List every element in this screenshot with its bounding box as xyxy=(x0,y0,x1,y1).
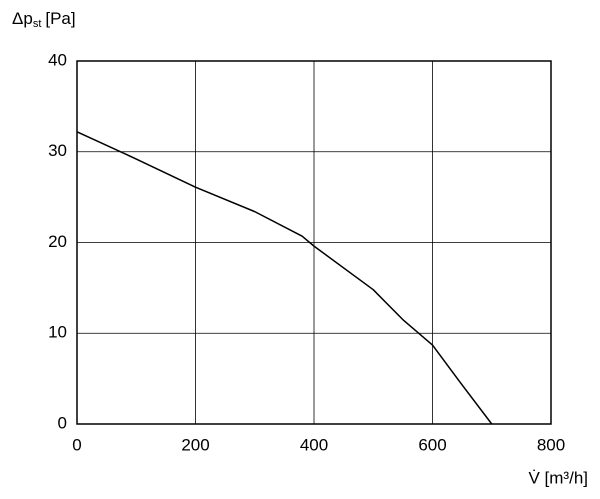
y-label-unit: [Pa] xyxy=(45,9,75,28)
x-tick-label: 800 xyxy=(537,435,565,454)
y-label-symbol: Δp xyxy=(12,9,33,28)
y-tick-label: 20 xyxy=(48,232,67,251)
y-tick-label: 40 xyxy=(48,50,67,69)
y-tick-label: 10 xyxy=(48,323,67,342)
curve xyxy=(76,131,493,425)
y-axis-label: Δpst [Pa] xyxy=(12,9,76,29)
plot-frame xyxy=(76,60,552,425)
x-tick-label: 400 xyxy=(300,435,328,454)
x-tick-label: 0 xyxy=(72,435,81,454)
y-tick-label: 30 xyxy=(48,141,67,160)
x-axis-label: V̇ [m³/h] xyxy=(528,468,588,487)
y-tick-label: 0 xyxy=(58,413,67,432)
x-tick-label: 200 xyxy=(181,435,209,454)
x-tick-label: 600 xyxy=(418,435,446,454)
y-label-subscript: st xyxy=(33,18,42,30)
